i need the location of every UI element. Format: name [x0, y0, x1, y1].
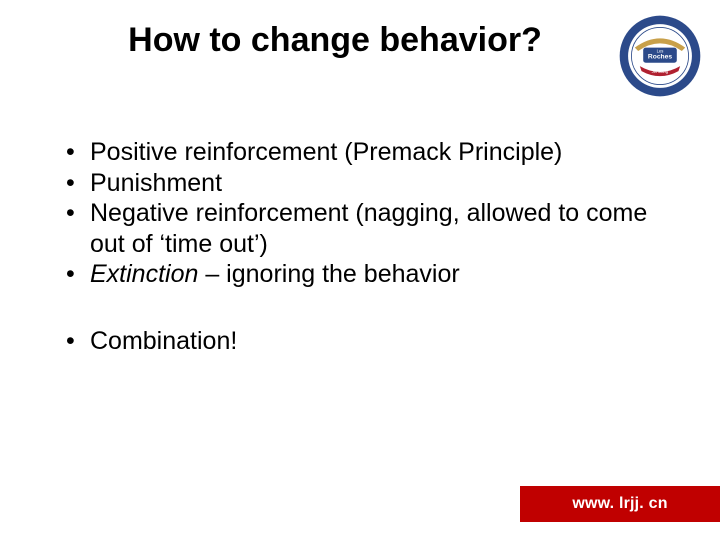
bullet-text: Positive reinforcement (Premack Principl… [90, 138, 562, 166]
svg-text:Jin Jiang: Jin Jiang [651, 69, 669, 74]
bullet-text-italic: Extinction [90, 260, 198, 288]
list-item: Punishment [66, 168, 680, 199]
slide: Roches Les Jin Jiang How to change behav… [0, 0, 720, 540]
svg-text:Les: Les [657, 49, 664, 54]
slide-title: How to change behavior? [40, 22, 680, 59]
footer-bar: www. lrjj. cn [520, 486, 720, 522]
bullet-text: Punishment [90, 169, 222, 197]
bullet-text: Combination! [90, 327, 237, 355]
list-item: Extinction – ignoring the behavior [66, 259, 680, 290]
footer-url: www. lrjj. cn [572, 495, 667, 513]
bullet-list: Positive reinforcement (Premack Principl… [40, 137, 680, 356]
list-item: Positive reinforcement (Premack Principl… [66, 137, 680, 168]
bullet-text: Negative reinforcement (nagging, allowed… [90, 199, 647, 258]
institution-logo: Roches Les Jin Jiang [618, 14, 702, 98]
list-item: Negative reinforcement (nagging, allowed… [66, 198, 680, 259]
list-item: Combination! [66, 326, 680, 357]
bullet-text: – ignoring the behavior [198, 260, 459, 288]
svg-text:Roches: Roches [648, 54, 673, 61]
